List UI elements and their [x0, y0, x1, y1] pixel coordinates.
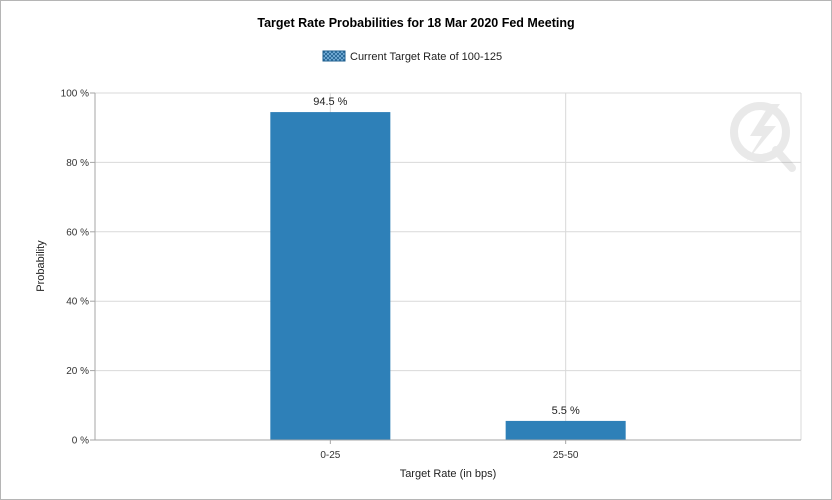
chart-title: Target Rate Probabilities for 18 Mar 202… — [257, 16, 574, 30]
legend-label: Current Target Rate of 100-125 — [350, 51, 502, 63]
y-tick-label: 40 % — [66, 297, 89, 308]
y-tick-label: 60 % — [66, 227, 89, 238]
bar-data-label: 5.5 % — [552, 405, 580, 417]
y-axis-ticks: 0 % 20 % 40 % 60 % 80 % 100 % — [61, 89, 96, 447]
bar — [505, 420, 626, 440]
bar — [270, 112, 391, 441]
legend: Current Target Rate of 100-125 — [322, 50, 502, 63]
y-axis-label: Probability — [35, 240, 47, 292]
y-tick-label: 100 % — [61, 89, 89, 100]
y-tick-label: 80 % — [66, 158, 89, 169]
x-axis-label: Target Rate (in bps) — [400, 468, 497, 480]
gridlines — [94, 92, 802, 441]
x-tick-label: 25-50 — [553, 450, 579, 461]
bars — [270, 112, 626, 441]
legend-swatch — [322, 50, 346, 62]
x-axis-ticks: 0-25 25-50 — [95, 439, 801, 461]
x-tick-label: 0-25 — [320, 450, 340, 461]
data-labels: 94.5 % 5.5 % — [313, 96, 580, 417]
bar-data-label: 94.5 % — [313, 96, 347, 108]
y-tick-label: 0 % — [72, 436, 89, 447]
y-tick-label: 20 % — [66, 366, 89, 377]
watermark-logo-icon — [730, 102, 796, 172]
